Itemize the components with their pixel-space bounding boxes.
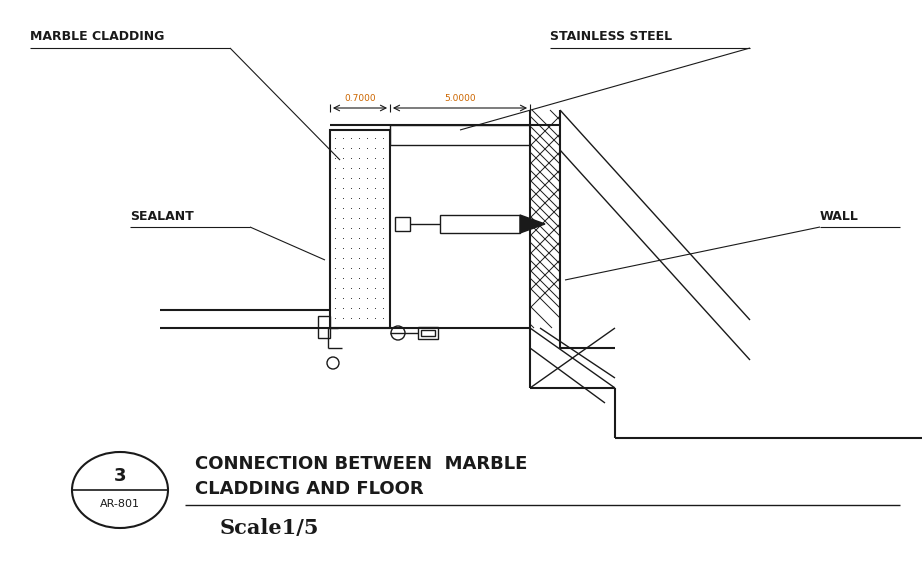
Polygon shape (520, 215, 545, 233)
Text: CONNECTION BETWEEN  MARBLE: CONNECTION BETWEEN MARBLE (195, 455, 527, 473)
Ellipse shape (72, 452, 168, 528)
Bar (418, 327, 438, 339)
Text: Scale1/5: Scale1/5 (220, 518, 320, 538)
Text: 5.0000: 5.0000 (444, 94, 476, 103)
Text: AR-801: AR-801 (100, 499, 140, 509)
Text: SEALANT: SEALANT (130, 210, 194, 223)
Bar (395, 217, 410, 231)
Text: MARBLE CLADDING: MARBLE CLADDING (30, 30, 164, 43)
Bar (318, 316, 330, 338)
Bar (421, 330, 435, 336)
Bar (440, 215, 520, 233)
Text: STAINLESS STEEL: STAINLESS STEEL (550, 30, 672, 43)
Text: CLADDING AND FLOOR: CLADDING AND FLOOR (195, 480, 423, 498)
Text: WALL: WALL (820, 210, 859, 223)
Bar (330, 130, 390, 328)
Text: 3: 3 (113, 467, 126, 485)
Text: 0.7000: 0.7000 (344, 94, 376, 103)
